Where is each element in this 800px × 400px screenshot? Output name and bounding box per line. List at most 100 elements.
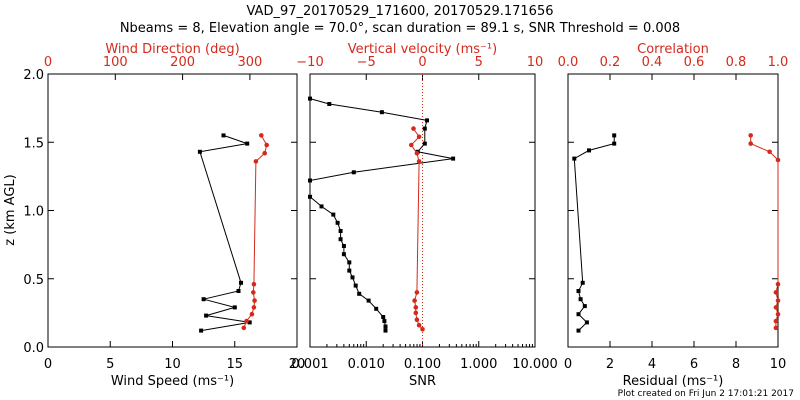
panel-2-series-black-point — [347, 268, 352, 273]
panel-2-series-black-point — [347, 260, 352, 265]
panel-3-series-black-point — [576, 289, 581, 293]
panel-2-series-red-point — [413, 310, 419, 316]
panel-2-frame — [309, 73, 536, 348]
panel-1-top-tick-label: 200 — [170, 55, 195, 70]
panel-2-series-black-point — [338, 237, 343, 242]
panel-2-series-red-point — [414, 290, 420, 295]
panel-3-top-tick-label: 0.0 — [558, 55, 579, 70]
panel-3-series-red-point — [773, 290, 779, 295]
panel-3-series-black-point — [584, 320, 589, 325]
panel-2-series-red-point — [420, 327, 425, 332]
plot-created-footer: Plot created on Fri Jun 2 17:01:21 2017 — [618, 389, 794, 399]
panel-1-series-black-line — [199, 134, 250, 332]
panel-2-series-red-point — [416, 159, 422, 164]
panel-2-top-tick-label: −5 — [357, 55, 376, 70]
panel-3-series-red-point — [773, 305, 779, 310]
panel-3-series-black-point — [580, 280, 585, 285]
panel-2-series-red-point — [414, 317, 420, 323]
panel-2-series-red-point — [411, 126, 416, 131]
panel-1-series-red-point — [249, 311, 255, 317]
panel-3-bottom-tick-label: 2 — [606, 357, 614, 372]
panel-2-series-black-point — [331, 212, 336, 217]
panel-3-series-black-line — [573, 135, 615, 331]
panel-2-series-black-point — [357, 291, 362, 296]
panel-3-series-red-point — [775, 298, 781, 303]
panel-1-series-black-point — [239, 280, 243, 285]
panel-2-series-black-point — [422, 126, 427, 131]
panel-2-top-tick-label: 10 — [527, 55, 544, 70]
panel-1-bottom-tick-label: 5 — [106, 357, 114, 372]
panel-1-series-red-point — [264, 142, 270, 148]
panel-3-top-tick-label: 0.6 — [684, 55, 705, 70]
panel-2-series-black-point — [381, 315, 386, 319]
y-tick-label: 0.5 — [23, 273, 44, 288]
figure-title-line1: VAD_97_20170529_171600, 20170529.171656 — [247, 4, 554, 19]
panel-2-series-red-point — [409, 142, 414, 148]
y-tick-label: 0.0 — [23, 341, 44, 356]
panel-2-series-black-point — [379, 110, 384, 115]
panel-3-bottom-axis-label: Residual (ms⁻¹) — [623, 374, 724, 389]
panel-3-bottom-tick-label: 4 — [648, 357, 656, 372]
panel-1-series-red-point — [251, 281, 257, 287]
panel-1-bottom-tick-label: 0 — [44, 357, 52, 372]
panel-2-top-tick-label: 5 — [475, 55, 483, 70]
y-axis-label: z (km AGL) — [3, 174, 18, 245]
y-tick-label: 2.0 — [23, 68, 44, 83]
panel-1-series-red-point — [251, 290, 256, 295]
panel-3-series-red-point — [767, 149, 772, 155]
panel-3-series-red-point — [773, 325, 779, 331]
panel-2-top-tick-label: −10 — [296, 55, 323, 70]
panel-1-series-red-point — [262, 150, 268, 156]
panel-3-top-tick-label: 0.8 — [726, 55, 747, 70]
panel-1-series-red-point — [259, 133, 264, 138]
panel-2-series-black-point — [341, 244, 346, 248]
panel-3-series-black-point — [612, 141, 617, 146]
panel-1-top-tick-label: 100 — [103, 55, 128, 70]
panel-1-bottom-tick-label: 15 — [226, 357, 243, 372]
panel-1-series-red-point — [241, 325, 247, 331]
panel-3-bottom-tick-label: 8 — [732, 357, 740, 372]
panel-2-bottom-tick-label: 0.100 — [404, 357, 441, 372]
panel-1-series-red-point — [244, 318, 249, 324]
figure-title-line2: Nbeams = 8, Elevation angle = 70.0°, sca… — [120, 21, 680, 36]
panel-3-series-red-point — [748, 133, 753, 138]
panel-2-series-red-point — [413, 305, 419, 310]
panel-2-series-black-point — [451, 156, 456, 161]
panel-2-top-tick-label: 0 — [418, 55, 426, 70]
panel-2-series-red-point — [414, 150, 420, 156]
panel-1-bottom-tick-label: 20 — [289, 357, 306, 372]
panel-3-series-black-point — [576, 312, 581, 317]
panel-3-series-red-point — [775, 281, 781, 287]
panel-3-bottom-tick-label: 6 — [690, 357, 698, 372]
panel-3-series-red-line — [750, 135, 779, 328]
panel-2-series-black-point — [383, 324, 388, 329]
panel-3-series-red-point — [775, 157, 781, 163]
panel-1-series-red-point — [252, 298, 257, 303]
panel-2-series-black-point — [319, 204, 324, 209]
panel-1-series-black-point — [247, 320, 252, 325]
panel-1-series-red-point — [253, 159, 259, 164]
panel-3-top-tick-label: 0.4 — [642, 55, 663, 70]
panel-2-top-axis-label: Vertical velocity (ms⁻¹) — [348, 42, 497, 57]
panel-3-top-axis-label: Correlation — [637, 42, 709, 57]
panel-1-bottom-axis-label: Wind Speed (ms⁻¹) — [111, 374, 234, 389]
panel-1-series-black-point — [236, 289, 241, 293]
panel-3-series-black-point — [572, 156, 577, 161]
panel-1-series-black-point — [199, 328, 204, 333]
panel-2-series-black-point — [308, 178, 312, 183]
panel-3-series-black-point — [587, 148, 591, 153]
panel-1-series-black-point — [201, 297, 206, 302]
panel-1-frame — [47, 73, 298, 348]
panel-2-bottom-tick-label: 1.000 — [460, 357, 497, 372]
panel-2-series-black-point — [382, 319, 387, 324]
panel-1-bottom-tick-label: 10 — [164, 357, 181, 372]
panel-2-series-black-point — [308, 96, 312, 101]
panel-2-bottom-tick-label: 10.000 — [512, 357, 558, 372]
panel-1-series-black-point — [197, 149, 202, 154]
panel-2-series-red-point — [416, 134, 422, 140]
panel-1-series-black-point — [204, 313, 209, 318]
panel-3-series-black-point — [582, 304, 587, 309]
panel-2-series-red-point — [412, 298, 417, 303]
panel-3-series-black-point — [576, 328, 581, 333]
panel-1-top-axis-label: Wind Direction (deg) — [105, 42, 239, 57]
